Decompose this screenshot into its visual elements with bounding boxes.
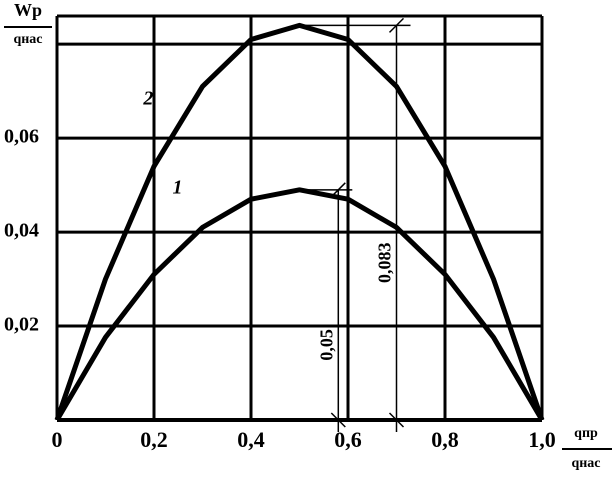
series-line	[54, 187, 545, 422]
x-label-numerator: qпр	[574, 426, 598, 441]
y-label-numerator: Wp	[14, 0, 42, 20]
x-tick-label: 1,0	[528, 427, 556, 452]
x-tick-label: 0	[52, 427, 63, 452]
y-tick-label: 0,04	[4, 220, 39, 242]
series-label: 2	[142, 87, 153, 109]
x-tick-label: 0,4	[237, 427, 265, 452]
annotation: 0,05	[316, 329, 336, 361]
y-label-denominator: qнас	[13, 32, 42, 47]
y-tick-label: 0,06	[4, 126, 39, 148]
dimension-tick	[388, 17, 405, 33]
y-tick-label: 0,02	[4, 314, 39, 336]
dimension-tick	[388, 412, 405, 428]
x-tick-label: 0,8	[431, 427, 459, 452]
series-line	[54, 22, 545, 421]
x-tick-label: 0,2	[140, 427, 168, 452]
x-label-denominator: qнас	[571, 456, 600, 471]
series-label: 1	[173, 177, 183, 199]
dimension-tick	[330, 412, 346, 428]
annotation: 0,083	[375, 242, 395, 283]
